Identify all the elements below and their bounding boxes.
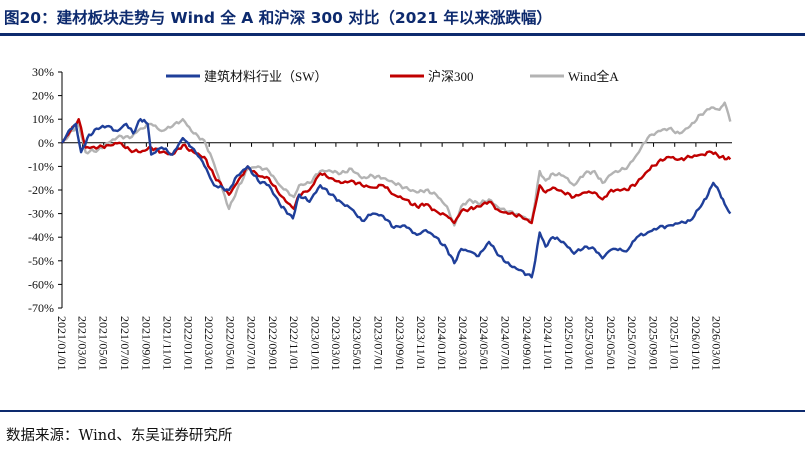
y-tick-label: 0% <box>38 136 54 150</box>
y-tick-label: -30% <box>28 207 54 221</box>
figure-title: 图20：建材板块走势与 Wind 全 A 和沪深 300 对比（2021 年以来… <box>4 9 552 27</box>
x-tick-label: 2024/03/01 <box>456 316 470 371</box>
x-tick-label: 2024/01/01 <box>435 316 449 371</box>
x-tick-label: 2024/07/01 <box>498 316 512 371</box>
y-tick-label: -40% <box>28 230 54 244</box>
x-tick-label: 2024/11/01 <box>541 316 555 370</box>
series-line-2 <box>60 101 732 227</box>
x-tick-label: 2022/03/01 <box>202 316 216 371</box>
legend-label-1: 沪深300 <box>428 69 474 84</box>
x-tick-label: 2022/09/01 <box>266 316 280 371</box>
line-chart: 30%20%10%0%-10%-20%-30%-40%-50%-60%-70%2… <box>28 65 732 371</box>
x-tick-label: 2024/09/01 <box>520 316 534 371</box>
chart-series <box>60 101 732 279</box>
x-tick-label: 2025/01/01 <box>562 316 576 371</box>
x-tick-label: 2021/07/01 <box>118 316 132 371</box>
legend-label-2: Wind全A <box>568 69 619 84</box>
y-tick-label: 20% <box>32 89 54 103</box>
series-line-0 <box>61 118 732 279</box>
y-tick-label: -60% <box>28 277 54 291</box>
x-tick-label: 2023/03/01 <box>329 316 343 371</box>
y-tick-label: 10% <box>32 112 54 126</box>
series-line-1 <box>61 118 732 225</box>
y-tick-label: -20% <box>28 183 54 197</box>
x-tick-label: 2023/09/01 <box>393 316 407 371</box>
legend-label-0: 建筑材料行业（SW） <box>204 69 328 84</box>
x-tick-label: 2022/11/01 <box>287 316 301 370</box>
source-note: 数据来源：Wind、东吴证券研究所 <box>6 428 233 444</box>
x-tick-label: 2025/11/01 <box>668 316 682 370</box>
y-tick-label: 30% <box>32 65 54 79</box>
x-tick-label: 2025/03/01 <box>583 316 597 371</box>
y-tick-label: -50% <box>28 254 54 268</box>
x-tick-label: 2021/09/01 <box>139 316 153 371</box>
x-tick-label: 2026/01/01 <box>689 316 703 371</box>
x-tick-label: 2025/07/01 <box>625 316 639 371</box>
chart-legend: 建筑材料行业（SW） 沪深300 Wind全A <box>166 69 619 84</box>
x-tick-label: 2023/07/01 <box>371 316 385 371</box>
y-tick-label: -10% <box>28 159 54 173</box>
chart-axes: 30%20%10%0%-10%-20%-30%-40%-50%-60%-70%2… <box>28 65 732 371</box>
x-tick-label: 2024/05/01 <box>477 316 491 371</box>
x-tick-label: 2025/09/01 <box>647 316 661 371</box>
y-tick-label: -70% <box>28 301 54 315</box>
bottom-rule <box>0 410 805 412</box>
top-rule <box>0 33 805 36</box>
x-tick-label: 2021/11/01 <box>161 316 175 370</box>
x-tick-label: 2023/11/01 <box>414 316 428 370</box>
x-tick-label: 2021/01/01 <box>55 316 69 371</box>
x-tick-label: 2022/05/01 <box>223 316 237 371</box>
x-tick-label: 2023/05/01 <box>350 316 364 371</box>
x-tick-label: 2025/05/01 <box>604 316 618 371</box>
x-tick-label: 2021/05/01 <box>97 316 111 371</box>
x-tick-label: 2026/03/01 <box>709 316 723 371</box>
x-tick-label: 2022/01/01 <box>182 316 196 371</box>
x-tick-label: 2022/07/01 <box>245 316 259 371</box>
x-tick-label: 2023/01/01 <box>308 316 322 371</box>
x-tick-label: 2021/03/01 <box>75 316 89 371</box>
